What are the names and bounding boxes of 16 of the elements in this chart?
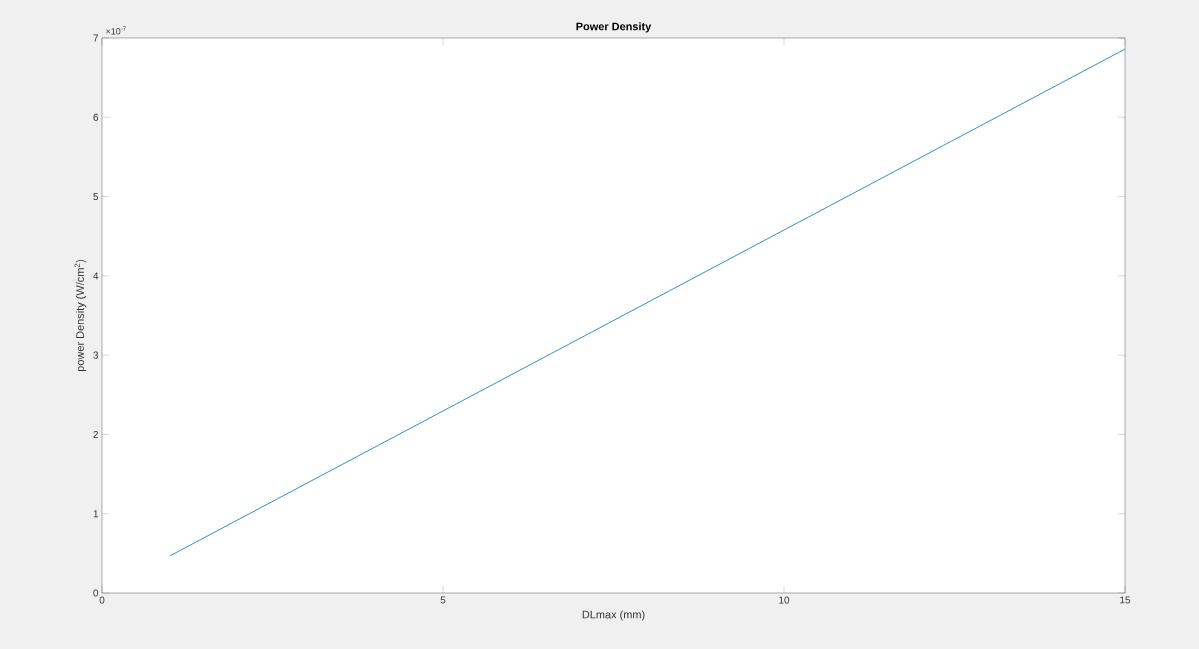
x-tick-label: 0 [99,596,105,604]
y-tick-label: 3 [93,351,99,359]
y-tick-label: 1 [93,510,99,518]
x-axis-title: DLmax (mm) [582,610,645,621]
y-tick-label: 0 [93,589,99,597]
y-tick-label: 7 [93,34,98,42]
y-tick-label: 4 [93,272,99,280]
y-tick-label: 2 [93,430,98,438]
x-tick-label: 5 [440,596,446,604]
y-tick-label: 6 [93,113,99,121]
y-tick-label: 5 [93,193,99,201]
chart-title: Power Density [576,22,652,33]
x-tick-label: 10 [779,596,790,604]
x-tick-label: 15 [1120,596,1131,604]
y-axis-title: power Density (W/cm$^{2}$) [74,259,87,372]
text: ×10$^{-7}$ [106,26,126,35]
